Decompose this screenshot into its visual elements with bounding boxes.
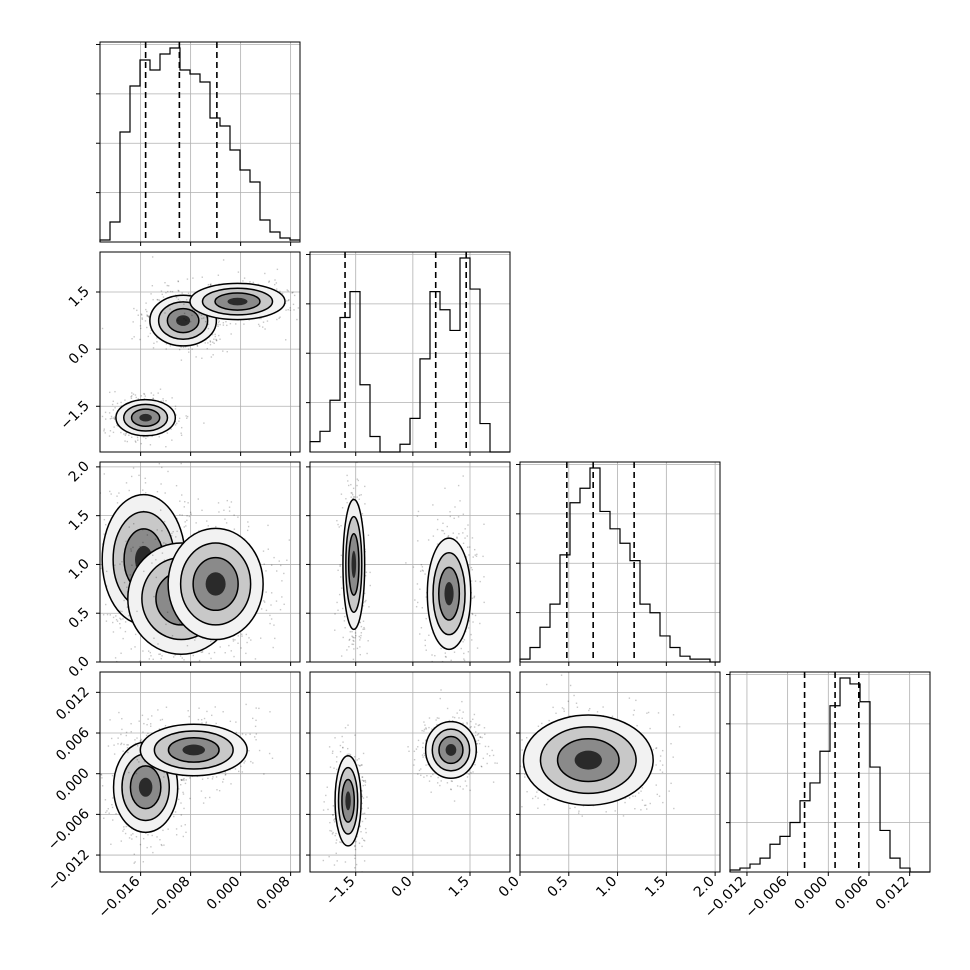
panel-frame <box>309 461 511 663</box>
sample-points <box>334 462 485 662</box>
y-tick-label: −0.012 <box>45 847 93 895</box>
contour-mid <box>157 301 209 340</box>
y-tick-label: 0.5 <box>66 605 93 632</box>
contour-outer <box>426 537 472 651</box>
contour-outer <box>334 754 362 847</box>
scatter-panel-2 <box>306 461 511 666</box>
histogram-steps <box>519 467 720 663</box>
contour-inner <box>166 307 200 334</box>
contour-outer <box>149 294 218 347</box>
grid-lines <box>519 462 720 662</box>
histogram-steps <box>729 677 930 873</box>
panel-frame <box>99 41 301 243</box>
contour-mid <box>337 766 359 835</box>
grid-lines <box>100 42 300 242</box>
contour-inner <box>347 532 360 596</box>
histogram-steps <box>309 257 510 453</box>
x-tick-label: 1.0 <box>593 874 620 901</box>
y-tick-label: 0.0 <box>66 341 93 368</box>
x-tick-label: 1.5 <box>642 874 669 901</box>
grid-lines <box>310 462 510 663</box>
y-tick-label: 1.5 <box>66 284 93 311</box>
contour-inner <box>556 738 620 783</box>
contour-inner <box>214 292 261 311</box>
grid-lines <box>730 672 930 872</box>
scatter-panel-5 <box>516 671 721 876</box>
panel-frame <box>99 251 301 453</box>
x-tick-label: 0.008 <box>254 874 294 914</box>
sample-points <box>520 674 681 817</box>
y-tick-label: 2.0 <box>66 458 93 485</box>
y-tick-label: 0.000 <box>53 765 93 805</box>
y-tick-label: 0.012 <box>53 684 93 724</box>
contour-outer <box>522 714 654 806</box>
y-tick-label: 1.5 <box>66 507 93 534</box>
histogram-panel-2 <box>516 461 721 666</box>
panel-frame <box>519 461 721 663</box>
contour-inner <box>341 778 356 823</box>
contour-mid <box>432 551 466 636</box>
x-tick-label: 0.0 <box>389 874 416 901</box>
contour-inner <box>438 566 461 621</box>
x-tick-label: 0.5 <box>545 874 572 901</box>
histogram-steps <box>99 47 300 242</box>
contour-outer <box>424 720 478 780</box>
contour-mid <box>431 728 471 772</box>
x-tick-label: 1.5 <box>446 874 473 901</box>
contour-mid <box>539 726 637 795</box>
contour-inner <box>167 737 220 763</box>
contour-outer <box>342 498 366 631</box>
contour-inner <box>438 735 464 765</box>
x-tick-label: 0.0 <box>496 874 523 901</box>
histogram-panel-1 <box>306 251 511 456</box>
x-tick-label: 0.000 <box>204 874 244 914</box>
panel-frame <box>729 671 931 873</box>
sample-points <box>322 689 498 872</box>
scatter-panel-0 <box>96 251 301 456</box>
y-tick-label: 1.0 <box>66 556 93 583</box>
y-tick-label: 0.006 <box>53 724 93 764</box>
contour-outer <box>167 527 264 641</box>
panel-frame <box>99 461 301 663</box>
scatter-panel-1 <box>96 461 301 666</box>
x-tick-label: 0.006 <box>832 873 872 913</box>
scatter-panel-3 <box>96 671 301 876</box>
x-tick-label: −0.008 <box>146 874 194 922</box>
x-tick-label: −0.006 <box>743 873 791 921</box>
sample-points <box>101 256 300 448</box>
x-tick-label: −1.5 <box>323 874 358 909</box>
contour-mid <box>153 730 234 770</box>
contour-mid <box>345 515 363 613</box>
contour-inner <box>192 556 239 612</box>
contour-outer <box>189 282 286 321</box>
contour-mid <box>201 287 274 316</box>
scatter-panel-4 <box>306 671 511 876</box>
histogram-panel-0 <box>96 41 301 246</box>
panel-frame <box>309 251 511 453</box>
panel-frame <box>99 671 301 873</box>
y-tick-label: −1.5 <box>57 398 92 433</box>
x-tick-label: 2.0 <box>691 874 718 901</box>
contour-outer <box>139 723 248 777</box>
histogram-panel-3 <box>726 671 931 876</box>
x-tick-label: 0.000 <box>791 874 831 914</box>
y-tick-label: −0.006 <box>45 806 93 854</box>
contour-inner <box>130 408 161 428</box>
sample-points <box>100 703 274 864</box>
panel-frame <box>309 671 511 873</box>
x-tick-label: −0.016 <box>96 873 144 921</box>
sample-points <box>100 462 291 662</box>
contour-mid <box>123 403 169 432</box>
panel-frame <box>519 671 721 873</box>
contour-outer <box>115 398 177 437</box>
y-tick-label: 0.0 <box>66 654 93 681</box>
x-tick-label: 0.012 <box>873 874 913 914</box>
contour-inner <box>129 765 162 810</box>
contour-mid <box>179 542 252 626</box>
